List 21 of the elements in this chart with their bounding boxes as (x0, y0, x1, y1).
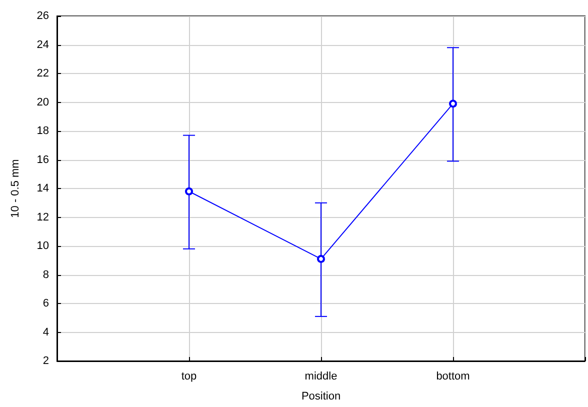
point (185, 187, 193, 196)
x-axis-title: Position (301, 390, 341, 402)
y-tick-label: 22 (36, 68, 49, 80)
y-tick-label: 12 (36, 211, 49, 224)
y-tick-label: 16 (36, 154, 49, 166)
x-tick-label: top (181, 370, 197, 382)
y-axis-title: 10 - 0.5 mm (10, 159, 22, 218)
point (317, 254, 325, 263)
y-tick-label: 26 (36, 10, 49, 22)
x-tick-label: bottom (436, 370, 470, 382)
y-tick-label: 24 (36, 38, 49, 51)
y-tick-label: 18 (36, 125, 49, 137)
y-tick-label: 10 (36, 240, 49, 252)
x-tick-label: middle (304, 370, 338, 382)
y-tick-label: 4 (42, 326, 49, 338)
y-tick-label: 6 (42, 298, 49, 310)
y-tick-label: 8 (42, 268, 49, 281)
y-tick-label: 14 (36, 182, 49, 194)
y-tick-label: 2 (42, 355, 49, 367)
y-tick-label: 20 (36, 96, 49, 108)
point (449, 100, 457, 108)
